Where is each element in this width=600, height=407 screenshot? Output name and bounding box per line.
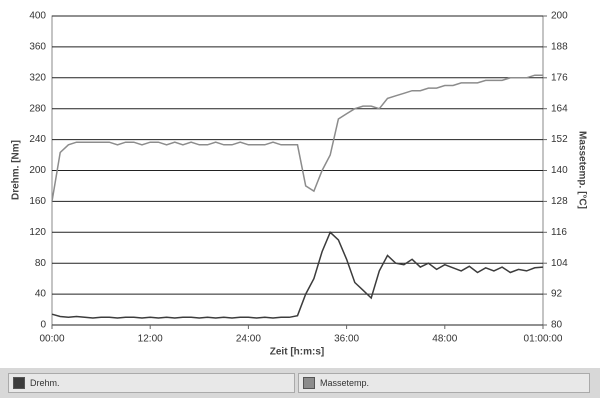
y2-tick-label: 140 xyxy=(551,165,568,176)
y2-tick-label: 200 xyxy=(551,11,568,22)
y2-tick-label: 80 xyxy=(551,320,563,331)
y2-tick-label: 92 xyxy=(551,289,563,300)
legend-label: Massetemp. xyxy=(320,378,370,388)
legend: Drehm. Massetemp. xyxy=(0,368,600,398)
y2-tick-label: 188 xyxy=(551,42,568,53)
legend-item: Massetemp. xyxy=(298,373,590,393)
legend-label: Drehm. xyxy=(30,378,60,388)
x-tick-label: 12:00 xyxy=(138,334,163,345)
y2-tick-label: 104 xyxy=(551,258,568,269)
y-axis-title: Drehm. [Nm] xyxy=(11,140,22,200)
y-tick-label: 160 xyxy=(29,196,46,207)
y-tick-label: 360 xyxy=(29,42,46,53)
y-tick-label: 120 xyxy=(29,227,46,238)
y-tick-label: 200 xyxy=(29,165,46,176)
x-axis-title: Zeit [h:m:s] xyxy=(270,347,324,358)
y-tick-label: 280 xyxy=(29,103,46,114)
legend-swatch xyxy=(13,377,25,389)
y2-tick-label: 152 xyxy=(551,134,568,145)
x-tick-label: 00:00 xyxy=(39,334,64,345)
y2-tick-label: 128 xyxy=(551,196,568,207)
x-tick-label: 24:00 xyxy=(236,334,261,345)
data-line xyxy=(51,74,543,202)
y2-axis-title: Massetemp. [°C] xyxy=(576,131,587,209)
x-tick-label: 36:00 xyxy=(334,334,359,345)
y2-tick-label: 164 xyxy=(551,103,568,114)
x-tick-label: 01:00:00 xyxy=(524,334,563,345)
x-tick-label: 48:00 xyxy=(432,334,457,345)
y-tick-label: 240 xyxy=(29,134,46,145)
y-tick-label: 0 xyxy=(40,320,46,331)
data-line xyxy=(51,231,544,319)
y-tick-label: 320 xyxy=(29,72,46,83)
y-tick-label: 80 xyxy=(35,258,47,269)
legend-item: Drehm. xyxy=(8,373,295,393)
y-tick-label: 400 xyxy=(29,11,46,22)
y2-tick-label: 116 xyxy=(551,227,567,238)
chart: Zeit [h:m:s] Drehm. [Nm] Massetemp. [°C]… xyxy=(11,11,588,358)
y-tick-label: 40 xyxy=(35,289,47,300)
legend-swatch xyxy=(303,377,315,389)
y2-tick-label: 176 xyxy=(551,72,568,83)
